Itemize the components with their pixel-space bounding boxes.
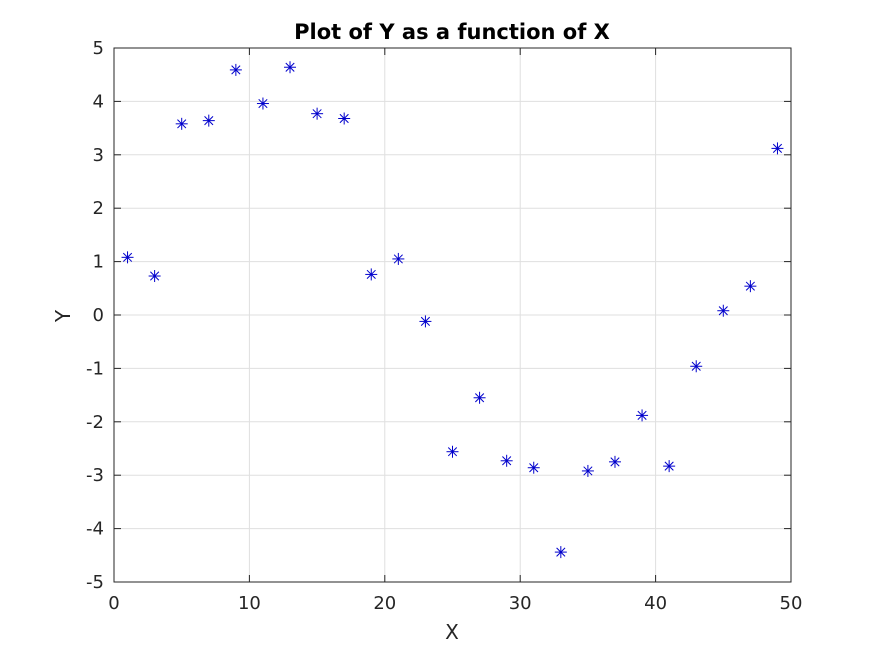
data-point xyxy=(365,268,378,281)
data-points xyxy=(121,61,784,559)
data-point xyxy=(744,280,757,293)
y-tick-label: 5 xyxy=(93,38,104,59)
chart-title: Plot of Y as a function of X xyxy=(294,20,610,44)
data-point xyxy=(121,251,134,264)
data-point xyxy=(473,391,486,404)
y-tick-label: 0 xyxy=(93,305,104,326)
data-point xyxy=(717,304,730,317)
tick-marks xyxy=(113,47,792,583)
data-point xyxy=(446,445,459,458)
data-point xyxy=(202,114,215,127)
data-point xyxy=(663,460,676,473)
x-tick-label: 50 xyxy=(780,593,803,614)
grid-lines xyxy=(114,48,791,582)
x-axis-label: X xyxy=(445,620,459,644)
data-point xyxy=(500,454,513,467)
y-tick-label: -1 xyxy=(86,358,104,379)
y-tick-label: -4 xyxy=(86,519,104,540)
x-tick-labels: 0 10 20 30 40 50 xyxy=(108,593,802,614)
data-point xyxy=(527,461,540,474)
y-tick-label: 2 xyxy=(93,198,104,219)
x-tick-label: 20 xyxy=(373,593,396,614)
y-tick-label: -2 xyxy=(86,412,104,433)
y-tick-label: -3 xyxy=(86,465,104,486)
data-point xyxy=(392,252,405,265)
data-point xyxy=(419,315,432,328)
data-point xyxy=(311,107,324,120)
y-tick-label: 4 xyxy=(93,91,104,112)
data-point xyxy=(284,61,297,74)
y-tick-label: 3 xyxy=(93,145,104,166)
data-point xyxy=(338,112,351,125)
data-point xyxy=(771,142,784,155)
x-tick-label: 30 xyxy=(509,593,532,614)
y-axis-label: Y xyxy=(51,309,75,323)
data-point xyxy=(608,455,621,468)
y-tick-label: -5 xyxy=(86,572,104,593)
x-tick-label: 40 xyxy=(644,593,667,614)
x-tick-label: 10 xyxy=(238,593,261,614)
data-point xyxy=(636,409,649,422)
data-point xyxy=(581,464,594,477)
data-point xyxy=(256,97,269,110)
data-point xyxy=(690,360,703,373)
y-tick-labels: -5 -4 -3 -2 -1 0 1 2 3 4 5 xyxy=(86,38,104,593)
y-tick-label: 1 xyxy=(93,252,104,273)
x-tick-label: 0 xyxy=(108,593,119,614)
data-point xyxy=(554,546,567,559)
data-point xyxy=(229,63,242,76)
data-point xyxy=(175,117,188,130)
data-point xyxy=(148,270,161,283)
